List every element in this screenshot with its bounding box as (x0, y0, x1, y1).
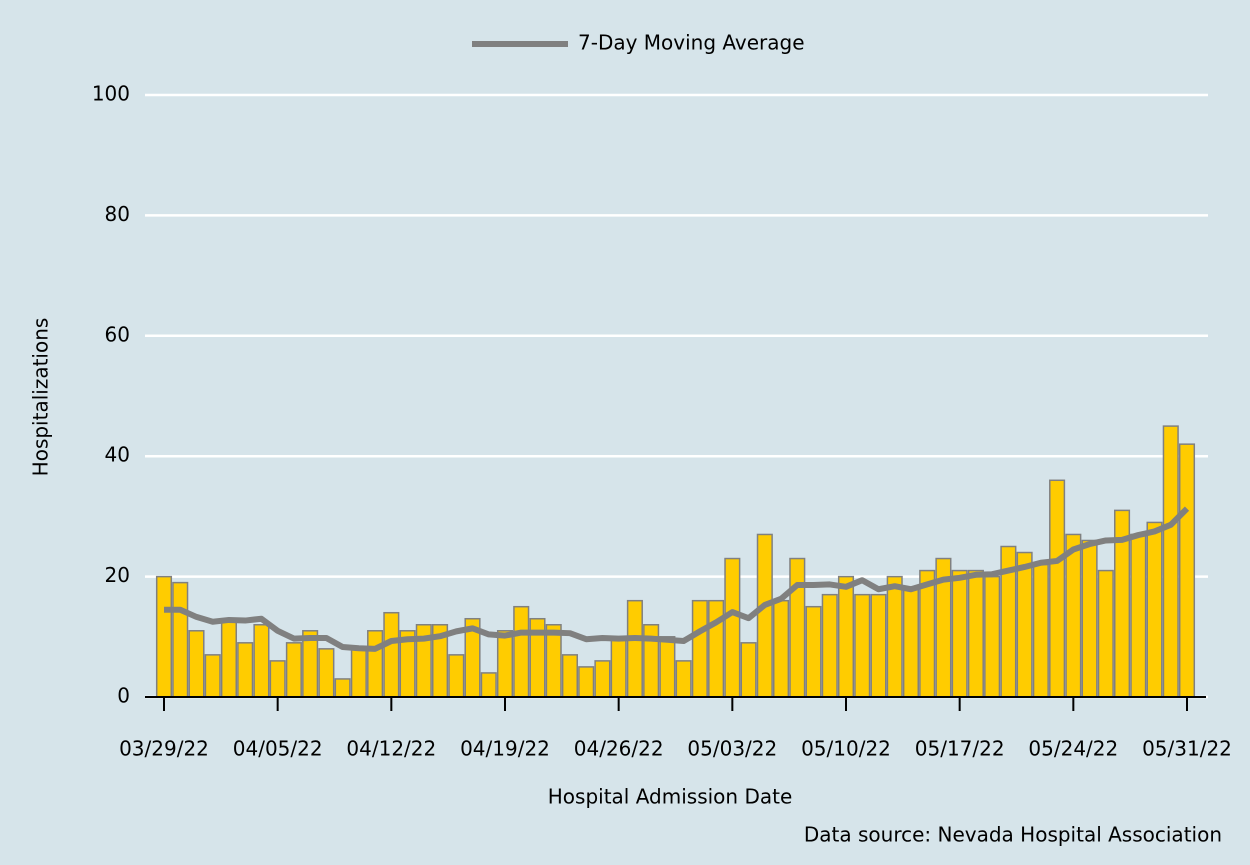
bar (610, 636, 627, 698)
bar (513, 605, 530, 698)
bar (1065, 533, 1082, 698)
x-tick-label: 04/19/22 (460, 737, 550, 761)
bar (772, 599, 790, 698)
bar (821, 593, 838, 698)
x-tick-label: 05/31/22 (1142, 737, 1232, 761)
bar (740, 642, 757, 698)
bar (237, 642, 254, 698)
bar (854, 593, 871, 698)
bar (1097, 569, 1114, 698)
bar (675, 660, 692, 698)
bar (334, 678, 351, 698)
bar (1016, 551, 1033, 698)
bar (967, 569, 984, 698)
x-tick-label: 03/29/22 (119, 737, 209, 761)
bar (350, 648, 367, 698)
bar (805, 605, 822, 698)
x-tick-label: 04/12/22 (346, 737, 436, 761)
bar (951, 569, 968, 698)
bar (789, 557, 806, 698)
bar (155, 575, 173, 698)
bar (626, 599, 643, 698)
y-tick-label: 0 (117, 684, 130, 708)
bar (318, 648, 335, 698)
y-tick-label: 80 (105, 202, 130, 226)
bar (383, 611, 400, 698)
bar (1162, 425, 1179, 698)
bar (253, 624, 270, 698)
bar (594, 660, 611, 698)
bar (269, 660, 286, 698)
bar (1178, 443, 1196, 698)
y-axis-label: Hospitalizations (29, 318, 53, 477)
bar (1049, 479, 1066, 698)
moving-average-line (164, 506, 1190, 652)
bar (367, 630, 384, 698)
bar (837, 575, 855, 698)
bar (1146, 521, 1163, 698)
source-note: Data source: Nevada Hospital Association (804, 823, 1222, 847)
bar (691, 599, 708, 698)
y-tick-label: 20 (105, 563, 130, 587)
y-tick-label: 40 (105, 443, 130, 467)
x-tick-label: 04/26/22 (574, 737, 664, 761)
bar (659, 636, 676, 698)
x-axis-label: Hospital Admission Date (548, 785, 793, 809)
bar (1130, 533, 1147, 698)
legend-label: 7-Day Moving Average (578, 31, 805, 55)
bar (724, 557, 741, 698)
y-tick-label: 100 (92, 82, 130, 106)
bar (285, 642, 302, 698)
bar (1081, 539, 1098, 698)
bar (496, 630, 514, 698)
bar (984, 575, 1001, 698)
bar (708, 599, 725, 698)
bar (1032, 563, 1049, 698)
x-tick-label: 05/03/22 (687, 737, 777, 761)
x-tick-label: 05/10/22 (801, 737, 891, 761)
bar (448, 654, 465, 698)
bar (220, 617, 238, 698)
bar (919, 569, 936, 698)
y-tick-label: 60 (105, 322, 130, 346)
bar (480, 672, 497, 698)
bar (204, 654, 221, 698)
bar (188, 630, 205, 698)
bar (886, 575, 903, 698)
bar (561, 654, 579, 698)
bar (172, 581, 189, 698)
bar (870, 593, 887, 698)
bar (756, 533, 773, 698)
bar (902, 587, 920, 698)
x-tick-label: 04/05/22 (233, 737, 323, 761)
x-tick-label: 05/17/22 (915, 737, 1005, 761)
bar (578, 666, 595, 698)
x-tick-label: 05/24/22 (1028, 737, 1118, 761)
